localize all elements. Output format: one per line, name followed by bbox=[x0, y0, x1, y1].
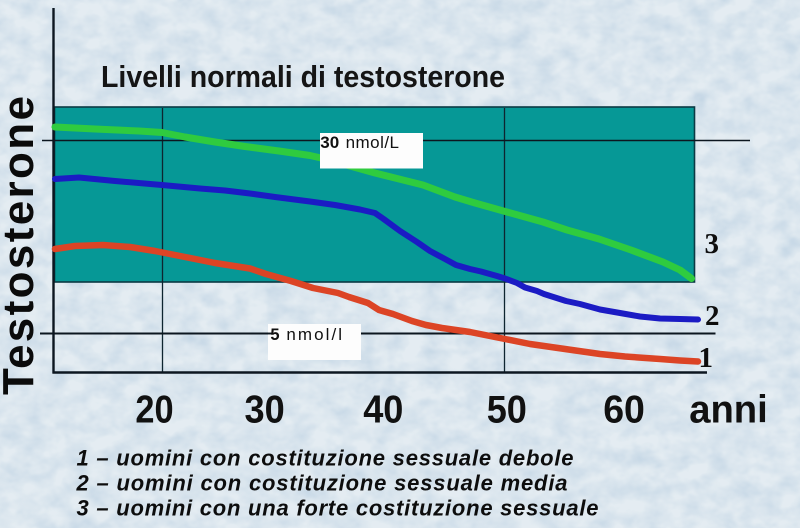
svg-text:Livelli normali di testosteron: Livelli normali di testosterone bbox=[101, 59, 505, 94]
svg-text:nmol/L: nmol/L bbox=[346, 133, 399, 152]
svg-text:30: 30 bbox=[320, 133, 339, 152]
svg-text:3: 3 bbox=[705, 228, 720, 260]
svg-text:2: 2 bbox=[705, 300, 720, 332]
svg-text:Testosterone: Testosterone bbox=[0, 96, 43, 395]
svg-text:nmol/l: nmol/l bbox=[286, 325, 342, 344]
svg-text:anni: anni bbox=[689, 389, 768, 432]
svg-text:1: 1 bbox=[699, 342, 714, 374]
svg-text:1 – uomini con costituzione se: 1 – uomini con costituzione sessuale deb… bbox=[77, 446, 574, 471]
svg-text:40: 40 bbox=[363, 389, 403, 432]
svg-text:60: 60 bbox=[603, 389, 645, 432]
svg-text:20: 20 bbox=[135, 389, 173, 432]
svg-text:3 – uomini con una forte costi: 3 – uomini con una forte costituzione se… bbox=[77, 496, 599, 521]
svg-text:50: 50 bbox=[487, 389, 527, 432]
svg-text:30: 30 bbox=[245, 389, 285, 432]
svg-text:2 – uomini con costituzione se: 2 – uomini con costituzione sessuale med… bbox=[76, 471, 568, 496]
svg-text:5: 5 bbox=[270, 326, 279, 344]
